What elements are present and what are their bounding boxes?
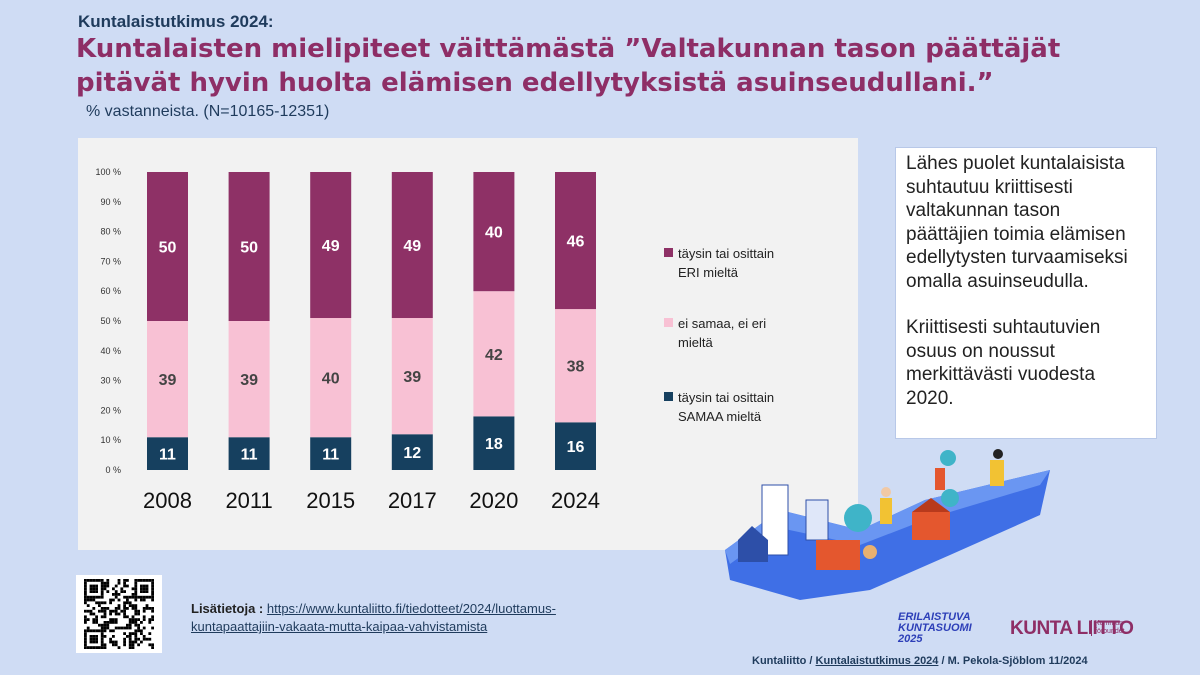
bar-segment	[391, 172, 433, 319]
y-tick-label: 50 %	[100, 316, 121, 326]
y-tick-label: 70 %	[100, 256, 121, 266]
bar-segment	[391, 318, 433, 435]
y-tick-label: 80 %	[100, 227, 121, 237]
y-tick-label: 0 %	[105, 465, 121, 475]
note-paragraph-2: Kriittisesti suhtautuvien osuus on nouss…	[906, 317, 1101, 409]
legend-swatch	[664, 248, 673, 257]
y-tick-label: 40 %	[100, 346, 121, 356]
data-label: 11	[241, 447, 258, 464]
logo2-sub1: Kommun-	[1095, 620, 1126, 627]
x-tick-label: 2020	[469, 488, 518, 513]
data-label: 49	[403, 238, 421, 255]
data-label: 50	[240, 240, 258, 257]
kommunforbundet-logo-text: Kommun- förbundet	[1091, 620, 1125, 636]
x-tick-label: 2011	[225, 488, 272, 513]
note-box: Lähes puolet kuntalaisista suhtautuu kri…	[895, 147, 1157, 439]
bar-segment	[473, 416, 515, 470]
x-tick-label: 2024	[551, 488, 600, 513]
bar-segment	[473, 291, 515, 417]
legend-label: täysin tai osittain	[678, 246, 774, 261]
more-info-link-line2: kuntapaattajiin-vakaata-mutta-kaipaa-vah…	[191, 619, 488, 634]
data-label: 42	[485, 347, 503, 364]
qr-code-icon	[84, 579, 154, 649]
city-illustration	[725, 449, 1050, 600]
legend-label: ei samaa, ei eri	[678, 316, 766, 331]
more-info: Lisätietoja : https://www.kuntaliitto.fi…	[191, 600, 556, 636]
logo1-line3: 2025	[898, 633, 923, 645]
legend-swatch	[664, 318, 673, 327]
legend-label: ERI mieltä	[678, 265, 739, 280]
page-title: Kuntalaisten mielipiteet väittämästä ”Va…	[76, 34, 1061, 98]
more-info-link-line1: https://www.kuntaliitto.fi/tiedotteet/20…	[266, 601, 556, 616]
bar-segment	[228, 172, 270, 321]
kuntaliitto-logo: KUNTA LIITTO	[1010, 618, 1134, 639]
page-subtitle: % vastanneista. (N=10165-12351)	[86, 103, 330, 120]
footer-org: Kuntaliitto /	[752, 655, 816, 667]
data-label: 11	[322, 447, 339, 464]
note-paragraph-1: Lähes puolet kuntalaisista suhtautuu kri…	[906, 153, 1128, 292]
x-tick-label: 2008	[143, 488, 192, 513]
data-label: 46	[567, 234, 585, 251]
legend-label: SAMAA mieltä	[678, 409, 762, 424]
bar-segment	[555, 172, 596, 310]
logo1-line2: KUNTASUOMI	[898, 622, 972, 634]
data-label: 49	[322, 238, 340, 255]
bar-segment	[228, 437, 270, 470]
data-label: 40	[485, 225, 503, 242]
bar-segment	[310, 318, 352, 438]
data-label: 12	[403, 445, 421, 462]
data-label: 50	[159, 240, 177, 257]
data-label: 38	[567, 359, 585, 376]
footer-credit: Kuntaliitto / Kuntalaistutkimus 2024 / M…	[752, 655, 1088, 667]
more-info-label: Lisätietoja :	[191, 601, 264, 616]
data-label: 18	[485, 436, 503, 453]
bar-segment	[555, 422, 596, 470]
data-label: 39	[403, 369, 421, 386]
legend-label: täysin tai osittain	[678, 390, 774, 405]
more-info-link[interactable]: https://www.kuntaliitto.fi/tiedotteet/20…	[191, 601, 556, 634]
footer-author: / M. Pekola-Sjöblom 11/2024	[938, 655, 1088, 667]
data-label: 39	[159, 372, 177, 389]
x-tick-label: 2017	[388, 488, 437, 513]
logo1-line1: ERILAISTUVA	[898, 611, 971, 623]
bar-segment	[473, 172, 515, 292]
footer-study-link[interactable]: Kuntalaistutkimus 2024	[815, 655, 939, 667]
data-label: 16	[567, 439, 585, 456]
bar-segment	[391, 434, 433, 470]
y-tick-label: 10 %	[100, 435, 121, 445]
y-tick-label: 30 %	[100, 376, 121, 386]
bar-segment	[555, 309, 596, 423]
y-tick-label: 20 %	[100, 405, 121, 415]
qr-code[interactable]	[76, 575, 162, 653]
kicker-title: Kuntalaistutkimus 2024:	[78, 12, 274, 31]
data-label: 11	[159, 447, 176, 464]
legend-label: mieltä	[678, 335, 713, 350]
bar-segment	[147, 437, 188, 470]
bar-segment	[147, 172, 188, 321]
y-tick-label: 100 %	[95, 167, 121, 177]
y-tick-label: 90 %	[100, 197, 121, 207]
bar-segment	[310, 437, 352, 470]
chart-area: 0 % 10 % 20 % 30 % 40 % 50 % 60 % 70 % 80 % 90 % 1…	[78, 138, 858, 550]
x-tick-label: 2015	[306, 488, 355, 513]
erilaistuva-kuntasuomi-logo: ERILAISTUVA KUNTASUOMI 2025	[898, 612, 972, 645]
bar-segment	[310, 172, 352, 319]
y-tick-label: 60 %	[100, 286, 121, 296]
legend-swatch	[664, 392, 673, 401]
bar-segment	[228, 321, 270, 438]
data-label: 39	[240, 372, 258, 389]
logo2-sub2: förbundet	[1095, 628, 1125, 635]
bar-segment	[147, 321, 188, 438]
stacked-bar-chart: 0 % 10 % 20 % 30 % 40 % 50 % 60 % 70 % 80 % 90 % 1…	[95, 167, 774, 513]
data-label: 40	[322, 371, 340, 388]
